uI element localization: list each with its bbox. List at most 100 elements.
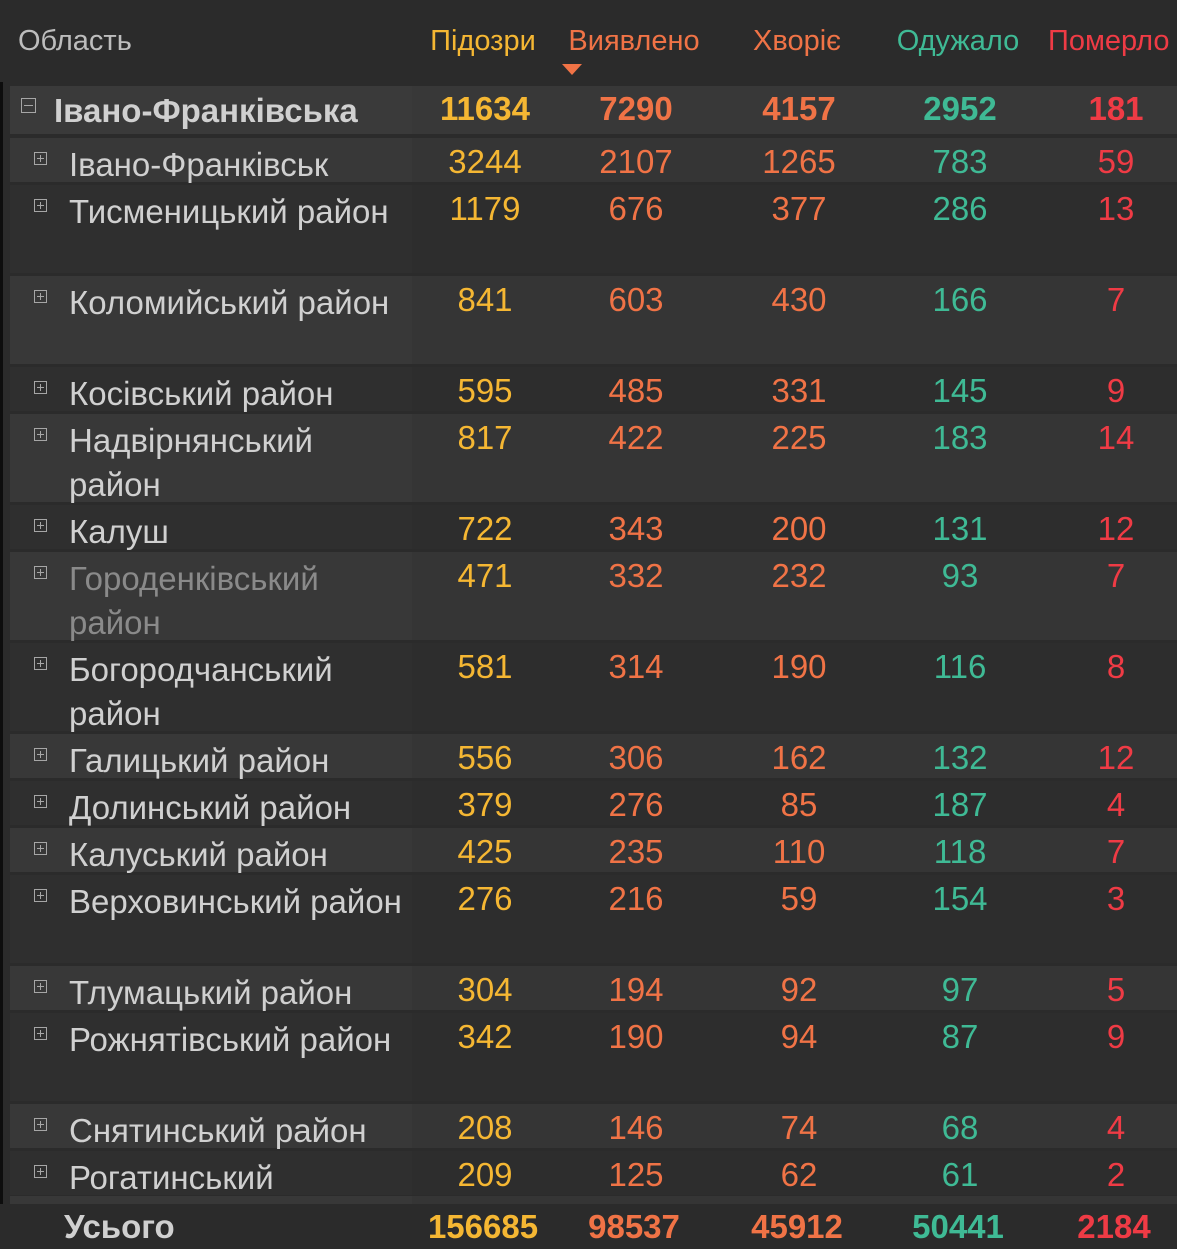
table-row[interactable]: Рожнятівський район 342 190 94 87 9 <box>10 1013 1177 1101</box>
cell-detected: 314 <box>608 648 664 685</box>
cell-recovered: 118 <box>933 833 987 870</box>
expand-icon[interactable] <box>34 748 47 761</box>
expand-icon[interactable] <box>34 1027 47 1040</box>
header-suspected[interactable]: Підозри <box>430 25 536 57</box>
cell-died: 7 <box>1106 833 1126 870</box>
cell-sick: 94 <box>780 1018 818 1055</box>
expand-icon[interactable] <box>34 381 47 394</box>
cell-suspected: 581 <box>457 648 513 685</box>
expand-icon[interactable] <box>34 889 47 902</box>
cell-died: 4 <box>1106 786 1126 823</box>
table-row[interactable]: Коломийський район 841 603 430 166 7 <box>10 276 1177 364</box>
header-recovered[interactable]: Одужало <box>896 25 1020 57</box>
header-detected[interactable]: Виявлено <box>568 25 700 57</box>
totals-label: Усього <box>64 1208 175 1245</box>
expand-icon[interactable] <box>34 1165 47 1178</box>
table-row[interactable]: Косівський район 595 485 331 145 9 <box>10 367 1177 412</box>
cell-suspected: 841 <box>457 281 513 318</box>
expand-icon[interactable] <box>34 566 47 579</box>
district-name: Долинський район <box>69 789 352 826</box>
table-header: Область Підозри Виявлено Хворіє Одужало … <box>0 0 1177 82</box>
district-name: Снятинський район <box>69 1112 367 1149</box>
header-sick[interactable]: Хворіє <box>753 25 841 57</box>
cell-sick: 85 <box>780 786 818 823</box>
expand-icon[interactable] <box>34 428 47 441</box>
cell-recovered: 68 <box>941 1109 979 1146</box>
table-row[interactable]: Надвірнянський район 817 422 225 183 14 <box>10 414 1177 503</box>
cell-suspected: 425 <box>457 833 513 870</box>
cell-sick: 331 <box>771 372 827 409</box>
table-row[interactable]: Галицький район 556 306 162 132 12 <box>10 734 1177 779</box>
cell-sick: 200 <box>771 510 827 547</box>
total-detected: 98537 <box>588 1208 680 1245</box>
cell-detected: 332 <box>608 557 664 594</box>
table-row[interactable]: Долинський район 379 276 85 187 4 <box>10 781 1177 826</box>
cell-died: 8 <box>1106 648 1126 685</box>
cell-recovered: 145 <box>932 372 988 409</box>
cell-died: 7 <box>1106 557 1126 594</box>
cell-died: 12 <box>1097 510 1135 547</box>
table-row[interactable]: Тисменицький район 1179 676 377 286 13 <box>10 185 1177 273</box>
table-row[interactable]: Івано-Франківськ 3244 2107 1265 783 59 <box>10 138 1177 183</box>
table-row[interactable]: Калуш 722 343 200 131 12 <box>10 505 1177 550</box>
expand-icon[interactable] <box>34 842 47 855</box>
cell-detected: 235 <box>608 833 664 870</box>
sort-desc-icon[interactable] <box>562 64 582 75</box>
table-row[interactable]: Тлумацький район 304 194 92 97 5 <box>10 966 1177 1011</box>
expand-icon[interactable] <box>34 980 47 993</box>
cell-died: 4 <box>1106 1109 1126 1146</box>
district-name: Рогатинський <box>69 1159 274 1196</box>
expand-icon[interactable] <box>34 1118 47 1131</box>
cell-detected: 603 <box>608 281 664 318</box>
cell-detected: 2107 <box>599 143 673 180</box>
cell-detected: 194 <box>608 971 664 1008</box>
district-name: Городенківський район <box>69 560 319 641</box>
collapse-icon[interactable] <box>21 98 36 113</box>
region-row[interactable]: Івано-Франківська 11634 7290 4157 2952 1… <box>10 86 1177 134</box>
cell-detected: 676 <box>608 190 664 227</box>
cell-detected: 485 <box>608 372 664 409</box>
expand-icon[interactable] <box>34 795 47 808</box>
table-row[interactable]: Верховинський район 276 216 59 154 3 <box>10 875 1177 963</box>
district-name: Калуш <box>69 513 169 550</box>
cell-sick: 92 <box>780 971 818 1008</box>
cell-suspected: 209 <box>457 1156 513 1193</box>
cell-recovered: 783 <box>932 143 988 180</box>
district-name: Галицький район <box>69 742 330 779</box>
cell-sick: 1265 <box>762 143 836 180</box>
cell-sick: 232 <box>771 557 827 594</box>
table-row[interactable]: Богородчанський район 581 314 190 116 8 <box>10 643 1177 732</box>
cell-suspected: 722 <box>457 510 513 547</box>
cell-died: 9 <box>1106 1018 1126 1055</box>
cell-recovered: 183 <box>932 419 988 456</box>
table-row[interactable]: Калуський район 425 235 110 118 7 <box>10 828 1177 873</box>
cell-detected: 306 <box>608 739 664 776</box>
cell-detected: 125 <box>608 1156 664 1193</box>
expand-icon[interactable] <box>34 519 47 532</box>
cell-detected: 343 <box>608 510 664 547</box>
table-row[interactable]: Снятинський район 208 146 74 68 4 <box>10 1104 1177 1149</box>
expand-icon[interactable] <box>34 152 47 165</box>
cell-sick: 59 <box>780 880 818 917</box>
header-area[interactable]: Область <box>18 25 132 57</box>
cell-suspected: 276 <box>457 880 513 917</box>
cell-sick: 190 <box>771 648 827 685</box>
cell-sick: 162 <box>771 739 827 776</box>
expand-icon[interactable] <box>34 657 47 670</box>
district-name: Косівський район <box>69 375 334 412</box>
cell-suspected: 208 <box>457 1109 513 1146</box>
cell-died: 2 <box>1106 1156 1126 1193</box>
total-died: 2184 <box>1077 1208 1151 1245</box>
table-row[interactable]: Городенківський район 471 332 232 93 7 <box>10 552 1177 641</box>
cell-detected: 190 <box>608 1018 664 1055</box>
district-name: Калуський район <box>69 836 328 873</box>
cell-recovered: 93 <box>941 557 979 594</box>
cell-died: 12 <box>1097 739 1135 776</box>
expand-icon[interactable] <box>34 199 47 212</box>
table-row[interactable]: Рогатинський 209 125 62 61 2 <box>10 1151 1177 1196</box>
header-died[interactable]: Померло <box>1048 25 1170 57</box>
cell-died: 5 <box>1106 971 1126 1008</box>
cell-sick: 225 <box>771 419 827 456</box>
cell-recovered: 187 <box>932 786 988 823</box>
expand-icon[interactable] <box>34 290 47 303</box>
